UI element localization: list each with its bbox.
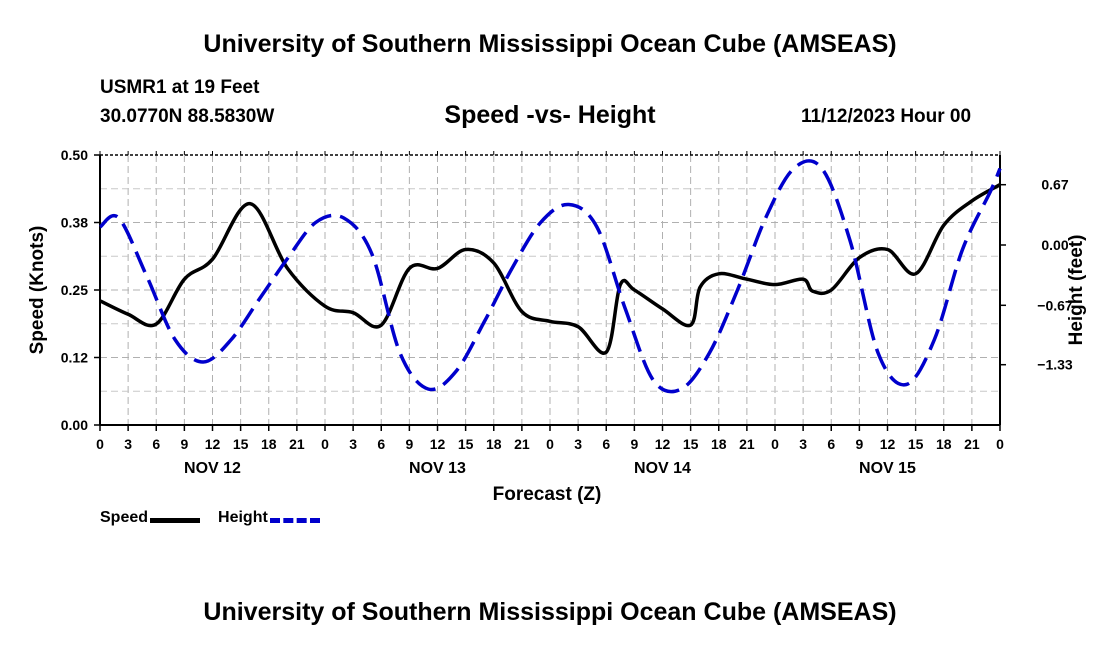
footer-title: University of Southern Mississippi Ocean…: [203, 598, 897, 626]
run-time-label: 11/12/2023 Hour 00: [801, 106, 972, 127]
x-tick-label: 0: [321, 436, 329, 452]
x-tick-label: 18: [261, 436, 277, 452]
x-tick-label: 9: [180, 436, 188, 452]
y2-tick-label: −0.67: [1037, 297, 1073, 313]
x-tick-label: 15: [458, 436, 474, 452]
x-tick-label: 12: [430, 436, 446, 452]
y-tick-label: 0.38: [61, 215, 88, 231]
chart-title: University of Southern Mississippi Ocean…: [203, 30, 897, 58]
x-tick-label: 15: [908, 436, 924, 452]
x-tick-label: 21: [964, 436, 980, 452]
series-speed-line: [99, 183, 1001, 355]
x-tick-label: 6: [602, 436, 610, 452]
x-tick-label: 9: [405, 436, 413, 452]
legend-speed-label: Speed: [100, 509, 149, 526]
station-label: USMR1 at 19 Feet: [100, 77, 260, 98]
x-tick-label: 9: [855, 436, 863, 452]
x-tick-label: 12: [880, 436, 896, 452]
x-axis-label: Forecast (Z): [493, 484, 602, 505]
x-tick-label: 21: [514, 436, 530, 452]
legend: Speed Height: [100, 509, 338, 527]
legend-speed: Speed: [100, 509, 201, 527]
series-height-line: [98, 159, 1002, 394]
y2-tick-label: 0.00: [1041, 237, 1068, 253]
y-tick-label: 0.12: [61, 350, 88, 366]
x-tick-label: 0: [96, 436, 104, 452]
x-tick-label: 6: [827, 436, 835, 452]
legend-height: Height: [218, 509, 320, 527]
x-tick-label: 3: [799, 436, 807, 452]
x-tick-label: 15: [233, 436, 249, 452]
y2-tick-label: −1.33: [1037, 357, 1073, 373]
x-tick-label: 18: [711, 436, 727, 452]
x-tick-label: 3: [574, 436, 582, 452]
day-label: NOV 13: [409, 460, 466, 477]
x-tick-label: 12: [655, 436, 671, 452]
x-tick-label: 6: [152, 436, 160, 452]
day-label: NOV 15: [859, 460, 916, 477]
x-tick-label: 18: [936, 436, 952, 452]
x-tick-label: 15: [683, 436, 699, 452]
x-tick-label: 18: [486, 436, 502, 452]
x-tick-label: 0: [771, 436, 779, 452]
x-tick-label: 21: [289, 436, 305, 452]
day-label: NOV 12: [184, 460, 241, 477]
legend-height-swatch: [269, 517, 320, 523]
x-tick-label: 0: [996, 436, 1004, 452]
coordinates-label: 30.0770N 88.5830W: [100, 106, 275, 127]
y2-tick-label: 0.67: [1041, 177, 1068, 193]
y-axis-label: Speed (Knots): [27, 226, 48, 355]
y-tick-label: 0.00: [61, 417, 88, 433]
x-tick-label: 21: [739, 436, 755, 452]
x-tick-label: 9: [630, 436, 638, 452]
x-tick-label: 3: [349, 436, 357, 452]
legend-height-label: Height: [218, 509, 268, 526]
legend-speed-swatch: [150, 517, 201, 523]
x-tick-label: 12: [205, 436, 221, 452]
y-tick-label: 0.25: [61, 282, 88, 298]
chart-subtitle: Speed -vs- Height: [444, 101, 656, 129]
y2-axis-label: Height (feet): [1066, 235, 1087, 346]
x-tick-label: 0: [546, 436, 554, 452]
day-label: NOV 14: [634, 460, 691, 477]
x-tick-label: 3: [124, 436, 132, 452]
x-tick-label: 6: [377, 436, 385, 452]
y-tick-label: 0.50: [61, 147, 88, 163]
